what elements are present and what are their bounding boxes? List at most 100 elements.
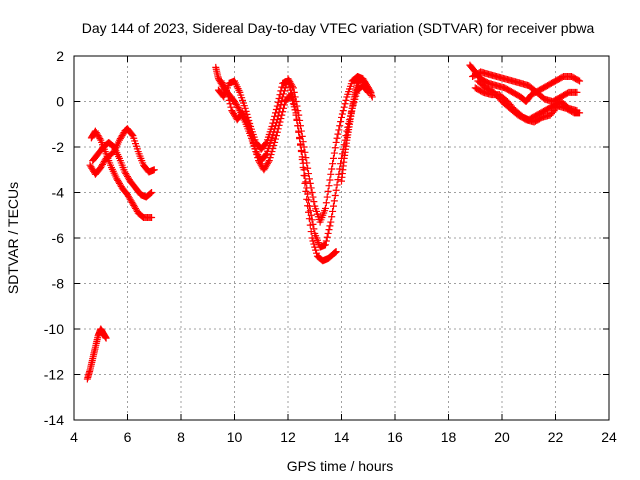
data-point: [310, 240, 318, 248]
data-point: [576, 77, 584, 85]
x-tick-label: 14: [334, 429, 350, 445]
data-point: [310, 198, 318, 206]
data-point: [249, 138, 257, 146]
data-point: [313, 249, 321, 257]
y-tick-label: -6: [52, 230, 65, 246]
y-tick-label: 0: [56, 94, 64, 110]
data-point: [299, 163, 307, 171]
y-tick-label: -8: [52, 276, 65, 292]
data-point: [327, 170, 335, 178]
data-point: [366, 87, 374, 95]
data-point: [262, 140, 270, 148]
data-point: [227, 103, 235, 111]
data-point: [226, 100, 234, 108]
data-point: [368, 93, 376, 101]
chart-title: Day 144 of 2023, Sidereal Day-to-day VTE…: [82, 20, 595, 36]
data-point: [333, 134, 341, 142]
data-point: [340, 103, 348, 111]
data-point: [280, 101, 288, 109]
data-point: [338, 113, 345, 121]
data-point: [323, 193, 331, 201]
series-track-l: [474, 77, 584, 126]
data-point: [266, 154, 274, 162]
data-point: [331, 192, 339, 200]
data-point: [276, 91, 284, 99]
data-point: [337, 118, 345, 126]
data-point: [295, 128, 303, 136]
data-point: [291, 106, 299, 114]
data-point: [305, 208, 313, 216]
data-point: [367, 88, 375, 96]
data-point: [277, 115, 285, 123]
data-point: [278, 83, 286, 91]
data-point: [294, 122, 302, 130]
data-point: [274, 125, 282, 133]
data-point: [288, 94, 296, 102]
data-point: [279, 108, 287, 116]
data-point: [148, 189, 156, 196]
data-point: [334, 176, 342, 184]
data-point: [298, 156, 306, 164]
data-point: [324, 229, 332, 237]
x-tick-label: 16: [387, 429, 403, 445]
data-point: [269, 145, 277, 153]
data-point: [305, 170, 313, 178]
data-point: [331, 144, 339, 152]
data-point: [307, 228, 315, 236]
data-point: [223, 90, 231, 98]
data-point: [274, 98, 282, 106]
y-tick-label: -10: [44, 321, 64, 337]
data-point: [327, 218, 335, 226]
data-point: [270, 116, 278, 124]
data-point: [336, 165, 344, 173]
data-point: [271, 112, 279, 120]
data-point: [147, 189, 155, 197]
data-point: [252, 148, 260, 156]
data-point: [341, 100, 349, 108]
series-track-d: [86, 125, 158, 178]
data-point: [268, 148, 276, 156]
data-point: [321, 241, 329, 249]
data-point: [296, 141, 304, 149]
data-point: [297, 148, 305, 156]
data-point: [275, 121, 283, 129]
data-point: [268, 123, 276, 131]
x-tick-label: 20: [494, 429, 510, 445]
data-point: [332, 248, 340, 256]
data-points: [83, 61, 584, 383]
series-track-a: [83, 325, 110, 383]
data-point: [309, 237, 317, 245]
data-point: [286, 83, 294, 91]
data-point: [304, 164, 312, 172]
data-point: [96, 135, 104, 143]
data-point: [292, 109, 300, 117]
data-point: [302, 154, 310, 162]
data-point: [324, 187, 332, 195]
data-point: [246, 125, 254, 133]
y-tick-label: -2: [52, 139, 65, 155]
data-point: [280, 104, 288, 112]
data-point: [326, 222, 334, 230]
data-point: [289, 100, 297, 108]
grid-lines: [74, 56, 609, 420]
data-point: [333, 181, 341, 189]
data-point: [325, 226, 333, 234]
data-point: [222, 86, 230, 94]
data-point: [271, 138, 279, 146]
data-point: [288, 97, 296, 105]
data-point: [102, 334, 110, 342]
data-point: [328, 213, 336, 221]
data-point: [576, 109, 584, 117]
x-tick-label: 4: [70, 429, 78, 445]
x-tick-label: 10: [227, 429, 243, 445]
data-point: [342, 96, 350, 104]
data-point: [338, 110, 346, 118]
data-point: [305, 215, 313, 223]
data-point: [293, 115, 301, 123]
data-point: [224, 93, 232, 101]
data-point: [326, 176, 334, 184]
data-point: [265, 157, 273, 165]
data-point: [573, 88, 581, 96]
data-point: [329, 207, 337, 215]
